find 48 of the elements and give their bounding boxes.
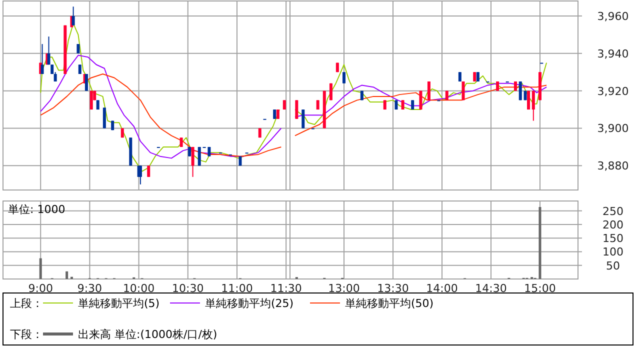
y-tick-label: 3,920 <box>597 84 629 98</box>
bar <box>39 258 42 279</box>
x-tick-label: 15:00 <box>524 282 556 295</box>
y-tick-label: 100 <box>602 246 624 259</box>
x-tick-label: 11:30 <box>270 282 302 295</box>
x-tick-label: 9:00 <box>28 282 53 295</box>
x-tick-label: 13:30 <box>377 282 409 295</box>
line-series <box>294 84 548 136</box>
annotation: 単位: 1000 <box>8 203 66 216</box>
candlestick <box>191 146 194 178</box>
candlestick <box>72 6 75 26</box>
candlestick <box>276 109 280 120</box>
candlestick <box>76 44 80 54</box>
y-tick-label: 250 <box>602 204 624 218</box>
legend-label: 単純移動平均(5) <box>78 297 160 310</box>
x-tick-label: 14:00 <box>426 282 458 295</box>
candlestick <box>78 64 82 74</box>
y-tick-label: 3,940 <box>597 47 629 60</box>
bar <box>538 207 542 279</box>
candlestick <box>458 72 462 82</box>
y-tick-label: 200 <box>602 218 624 232</box>
legend-title: 下段： <box>10 328 43 341</box>
x-tick-label: 11:00 <box>221 282 253 295</box>
candlestick <box>50 64 54 74</box>
candlestick <box>473 72 476 82</box>
y-tick-label: 3,960 <box>597 10 629 23</box>
y-tick-label: 50 <box>606 259 620 272</box>
x-tick-label: 14:30 <box>475 282 507 295</box>
x-tick-label: 13:00 <box>328 282 360 295</box>
candlestick <box>476 72 480 82</box>
candlestick <box>532 90 535 122</box>
legend-label: 出来高 単位:(1000株/口/枚) <box>78 328 218 341</box>
candlestick <box>273 109 276 120</box>
legend-label: 単純移動平均(25) <box>205 297 294 310</box>
y-tick-label: 150 <box>602 232 624 246</box>
x-tick-label: 9:30 <box>77 282 102 295</box>
x-tick-label: 10:30 <box>172 282 204 295</box>
y-tick-label: 3,900 <box>597 122 629 136</box>
y-tick-label: 3,880 <box>597 160 629 173</box>
legend-label: 単純移動平均(50) <box>345 297 434 310</box>
candlestick <box>180 137 183 148</box>
x-tick-label: 10:00 <box>122 282 155 295</box>
candlestick <box>302 109 305 129</box>
candlestick <box>102 107 106 129</box>
bar <box>66 271 68 279</box>
candlestick <box>147 165 150 178</box>
candlestick <box>295 100 298 120</box>
legend-title: 上段： <box>10 297 43 310</box>
